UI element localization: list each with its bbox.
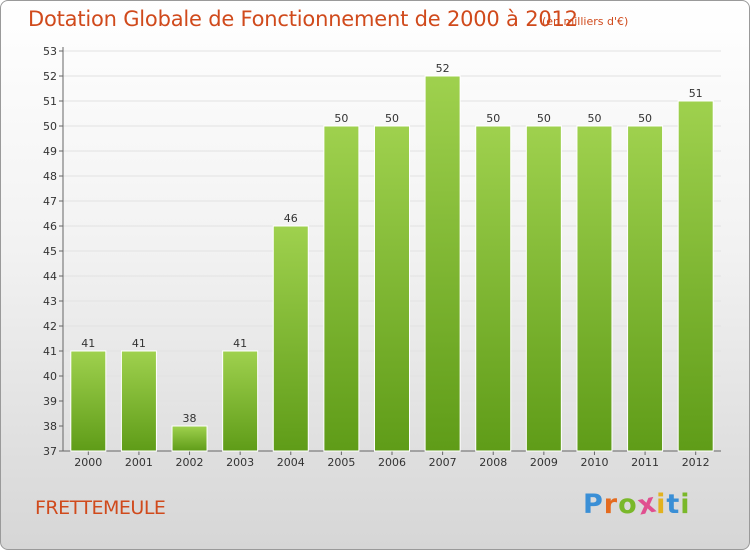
bar-2006 bbox=[374, 125, 410, 452]
x-tick-label: 2010 bbox=[580, 456, 608, 469]
x-tick-label: 2001 bbox=[125, 456, 153, 469]
x-tick-label: 2003 bbox=[226, 456, 254, 469]
data-label: 50 bbox=[587, 112, 601, 125]
y-tick-label: 50 bbox=[43, 120, 57, 133]
y-tick-label: 47 bbox=[43, 195, 57, 208]
data-label: 52 bbox=[436, 62, 450, 75]
y-tick-label: 44 bbox=[43, 270, 57, 283]
place-name: FRETTEMEULE bbox=[35, 497, 166, 519]
bar-2005 bbox=[323, 125, 360, 452]
data-label: 51 bbox=[689, 87, 703, 100]
x-tick-label: 2006 bbox=[378, 456, 406, 469]
bar-2001 bbox=[120, 350, 157, 452]
data-label: 41 bbox=[81, 337, 95, 350]
x-tick-label: 2009 bbox=[530, 456, 558, 469]
proxiti-logo: Proxiti bbox=[583, 487, 691, 521]
chart-title: Dotation Globale de Fonctionnement de 20… bbox=[28, 7, 578, 31]
data-labels: 41 41 38 41 46 50 50 52 50 50 50 50 51 bbox=[81, 62, 702, 425]
y-tick-label: 43 bbox=[43, 295, 57, 308]
logo-letter: i bbox=[656, 489, 667, 520]
logo-letter: t bbox=[666, 489, 681, 520]
bar-2002 bbox=[171, 425, 208, 452]
bar-2009 bbox=[525, 125, 562, 452]
y-tick-label: 40 bbox=[43, 370, 57, 383]
y-tick-label: 42 bbox=[43, 320, 57, 333]
logo-letter: r bbox=[603, 489, 619, 520]
bar-2011 bbox=[627, 125, 664, 452]
data-label: 41 bbox=[132, 337, 146, 350]
x-tick-label: 2000 bbox=[74, 456, 102, 469]
y-tick-label: 38 bbox=[43, 420, 57, 433]
bar-2003 bbox=[222, 350, 259, 452]
y-tick-label: 49 bbox=[43, 145, 57, 158]
data-label: 50 bbox=[638, 112, 652, 125]
x-tick-label: 2007 bbox=[429, 456, 457, 469]
data-label: 50 bbox=[537, 112, 551, 125]
bars bbox=[70, 75, 714, 452]
logo-letter: i bbox=[680, 489, 691, 520]
logo-letter: P bbox=[583, 489, 604, 520]
y-tick-label: 51 bbox=[43, 95, 57, 108]
bar-2008 bbox=[475, 125, 512, 452]
logo-letter: o bbox=[618, 489, 638, 520]
x-tick-label: 2005 bbox=[327, 456, 355, 469]
y-tick-label: 53 bbox=[43, 45, 57, 58]
bar-2000 bbox=[70, 350, 107, 452]
x-tick-label: 2012 bbox=[682, 456, 710, 469]
y-tick-label: 52 bbox=[43, 70, 57, 83]
y-tick-label: 37 bbox=[43, 445, 57, 458]
y-tick-label: 48 bbox=[43, 170, 57, 183]
bar-2012 bbox=[677, 100, 714, 452]
data-label: 38 bbox=[183, 412, 197, 425]
data-label: 46 bbox=[284, 212, 298, 225]
x-tick-label: 2011 bbox=[631, 456, 659, 469]
chart-subtitle: (en milliers d'€) bbox=[542, 15, 629, 28]
x-tick-label: 2002 bbox=[176, 456, 204, 469]
bar-2004 bbox=[272, 225, 309, 452]
bar-2010 bbox=[576, 125, 613, 452]
y-tick-label: 39 bbox=[43, 395, 57, 408]
bar-2007 bbox=[424, 75, 461, 452]
x-tick-label: 2008 bbox=[479, 456, 507, 469]
data-label: 50 bbox=[486, 112, 500, 125]
x-tick-label: 2004 bbox=[277, 456, 305, 469]
y-tick-label: 45 bbox=[43, 245, 57, 258]
data-label: 50 bbox=[385, 112, 399, 125]
data-label: 50 bbox=[334, 112, 348, 125]
y-tick-label: 41 bbox=[43, 345, 57, 358]
y-tick-label: 46 bbox=[43, 220, 57, 233]
data-label: 41 bbox=[233, 337, 247, 350]
